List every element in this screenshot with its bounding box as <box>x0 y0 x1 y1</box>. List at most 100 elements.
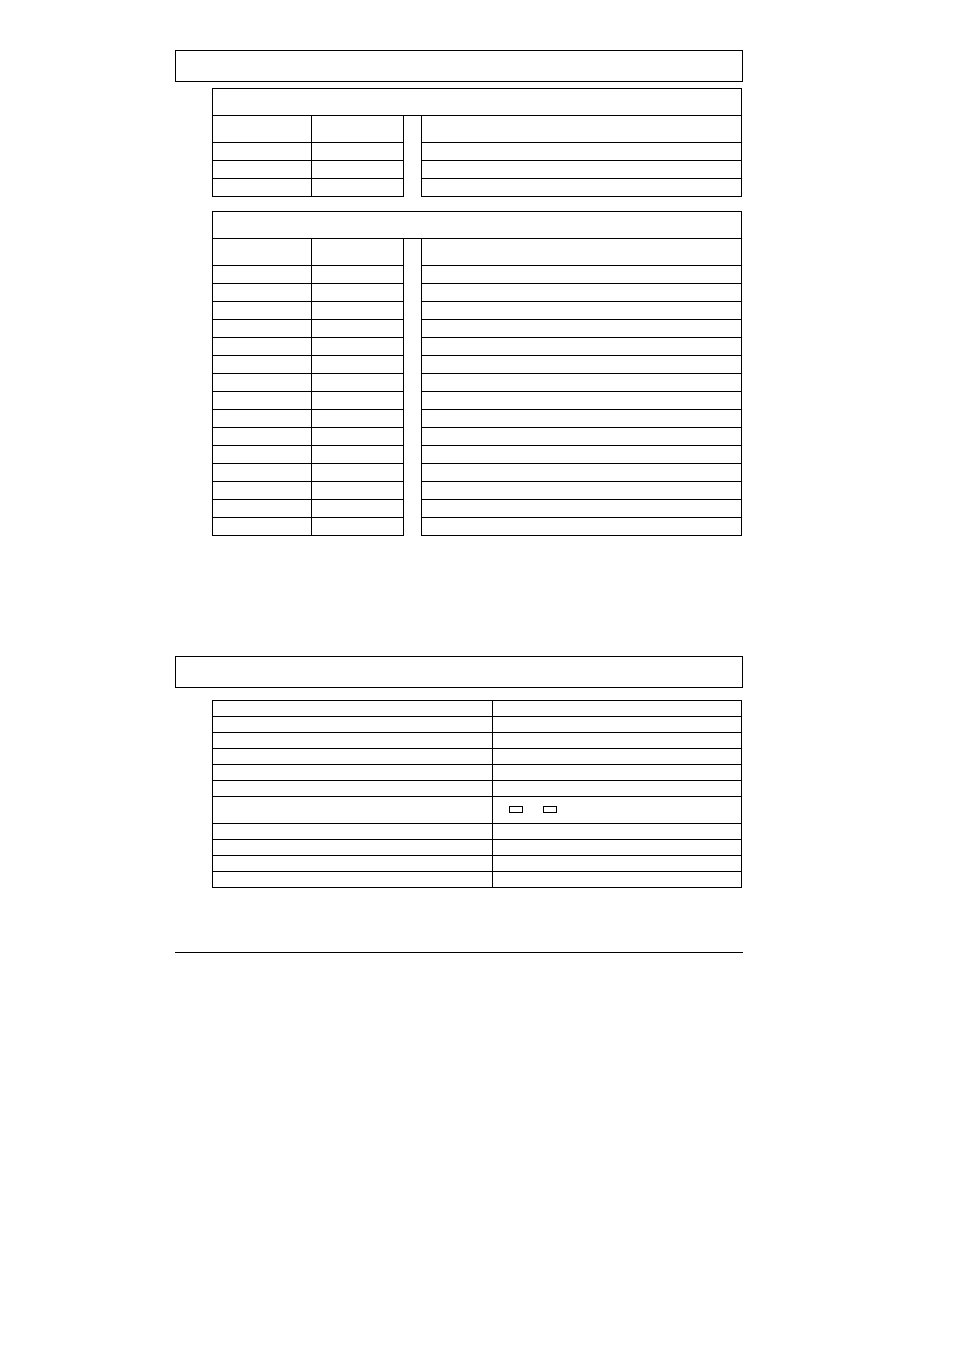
table-row <box>213 765 742 781</box>
table-cell <box>421 518 741 536</box>
table-row <box>213 781 742 797</box>
table-cell <box>421 302 741 320</box>
table-row <box>213 701 742 717</box>
table-cell <box>421 428 741 446</box>
table-cell <box>213 701 493 717</box>
table-header-cell <box>213 116 312 143</box>
checkbox-icon[interactable] <box>543 806 557 813</box>
table-cell <box>311 500 404 518</box>
table-41-5b-container <box>212 211 742 536</box>
table-cell <box>421 161 741 179</box>
table-cell <box>213 446 312 464</box>
table-cell <box>311 266 404 284</box>
table-gap <box>404 500 422 518</box>
table-gap <box>404 161 422 179</box>
table-cell <box>493 840 742 856</box>
table-row <box>213 518 742 536</box>
table-gap <box>404 464 422 482</box>
table-row <box>213 464 742 482</box>
table-cell <box>213 356 312 374</box>
table-cell <box>213 179 312 197</box>
table-row <box>213 733 742 749</box>
table-gap <box>404 356 422 374</box>
table-cell <box>493 872 742 888</box>
table-cell <box>311 320 404 338</box>
table-cell <box>213 428 312 446</box>
table-gap <box>404 302 422 320</box>
section-41-6-box <box>175 656 743 688</box>
table-gap <box>404 338 422 356</box>
table-cell <box>311 464 404 482</box>
table-cell <box>213 518 312 536</box>
table-row <box>213 824 742 840</box>
table-cell <box>493 781 742 797</box>
table-gap <box>404 410 422 428</box>
table-gap <box>404 374 422 392</box>
table-cell <box>311 338 404 356</box>
table-row <box>213 338 742 356</box>
table-cell <box>213 797 493 824</box>
table-cell <box>421 266 741 284</box>
table-gap <box>404 116 422 143</box>
table-cell <box>213 482 312 500</box>
table-gap <box>404 239 422 266</box>
table-41-5a-title <box>213 89 742 116</box>
table-row <box>213 179 742 197</box>
table-cell <box>311 410 404 428</box>
table-cell <box>311 482 404 500</box>
table-cell <box>213 392 312 410</box>
checkbox-icon[interactable] <box>509 806 523 813</box>
table-cell <box>311 143 404 161</box>
table-row <box>213 446 742 464</box>
table-row <box>213 749 742 765</box>
table-gap <box>404 518 422 536</box>
table-row <box>213 302 742 320</box>
table-row <box>213 266 742 284</box>
table-cell <box>421 338 741 356</box>
table-gap <box>404 284 422 302</box>
table-row <box>213 392 742 410</box>
table-cell <box>493 824 742 840</box>
table-row <box>213 320 742 338</box>
table-gap <box>404 482 422 500</box>
table-cell <box>213 464 312 482</box>
table-cell <box>421 464 741 482</box>
table-cell <box>213 302 312 320</box>
table-row <box>213 482 742 500</box>
table-cell <box>311 518 404 536</box>
table-row <box>213 410 742 428</box>
table-row <box>213 872 742 888</box>
table-cell <box>311 302 404 320</box>
table-cell <box>213 749 493 765</box>
table-row <box>213 428 742 446</box>
table-row <box>213 116 742 143</box>
table-row <box>213 161 742 179</box>
table-cell <box>213 320 312 338</box>
table-cell <box>213 143 312 161</box>
table-gap <box>404 179 422 197</box>
table-cell <box>213 872 493 888</box>
table-cell <box>421 374 741 392</box>
table-gap <box>404 143 422 161</box>
table-41-6 <box>212 700 742 888</box>
table-cell <box>421 320 741 338</box>
table-cell <box>421 179 741 197</box>
table-cell <box>421 356 741 374</box>
table-cell <box>421 446 741 464</box>
page <box>0 0 954 1350</box>
table-row <box>213 500 742 518</box>
table-cell <box>421 500 741 518</box>
table-cell <box>311 161 404 179</box>
table-row <box>213 356 742 374</box>
table-cell <box>493 717 742 733</box>
table-row <box>213 374 742 392</box>
table-cell <box>213 338 312 356</box>
table-row <box>213 239 742 266</box>
table-row <box>213 840 742 856</box>
section-41-5-box <box>175 50 743 82</box>
table-gap <box>404 446 422 464</box>
table-header-cell <box>421 116 741 143</box>
table-row <box>213 143 742 161</box>
table-row <box>213 717 742 733</box>
table-gap <box>404 392 422 410</box>
